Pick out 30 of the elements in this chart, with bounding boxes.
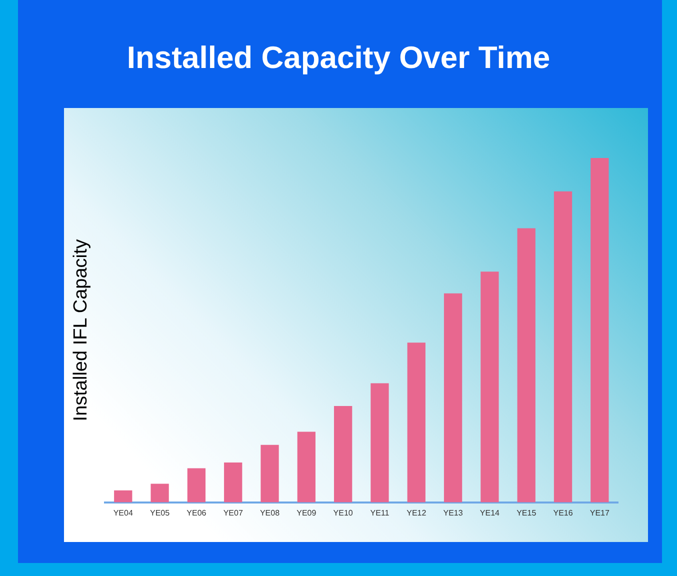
bar bbox=[334, 406, 352, 502]
x-tick-label: YE04 bbox=[113, 508, 134, 518]
bar bbox=[150, 484, 169, 502]
x-tick-label: YE09 bbox=[296, 508, 317, 518]
bar bbox=[114, 490, 132, 502]
x-tick-label: YE15 bbox=[516, 508, 537, 518]
x-tick-label: YE16 bbox=[553, 508, 574, 518]
bar bbox=[590, 158, 609, 502]
x-tick-label: YE13 bbox=[443, 508, 464, 518]
chart-title: Installed Capacity Over Time bbox=[126, 40, 552, 76]
x-tick-label: YE08 bbox=[260, 508, 280, 518]
x-tick-label: YE14 bbox=[480, 508, 500, 518]
bar bbox=[407, 342, 426, 502]
x-tick-label: YE17 bbox=[590, 508, 610, 518]
x-tick-label: YE11 bbox=[370, 508, 390, 518]
x-tick-label: YE05 bbox=[150, 508, 170, 518]
x-tick-label: YE07 bbox=[223, 508, 244, 518]
bar bbox=[517, 228, 536, 502]
bar bbox=[297, 432, 316, 502]
bar bbox=[370, 383, 389, 502]
bar bbox=[224, 462, 242, 502]
x-tick-label: YE12 bbox=[406, 508, 427, 518]
bar bbox=[480, 272, 499, 502]
bar bbox=[554, 191, 572, 502]
bar bbox=[444, 293, 462, 502]
bar bbox=[187, 468, 206, 502]
x-tick-label: YE10 bbox=[333, 508, 354, 518]
bar bbox=[260, 444, 279, 502]
x-tick-label: YE06 bbox=[186, 508, 207, 518]
y-axis-title: Installed IFL Capacity bbox=[70, 238, 92, 422]
